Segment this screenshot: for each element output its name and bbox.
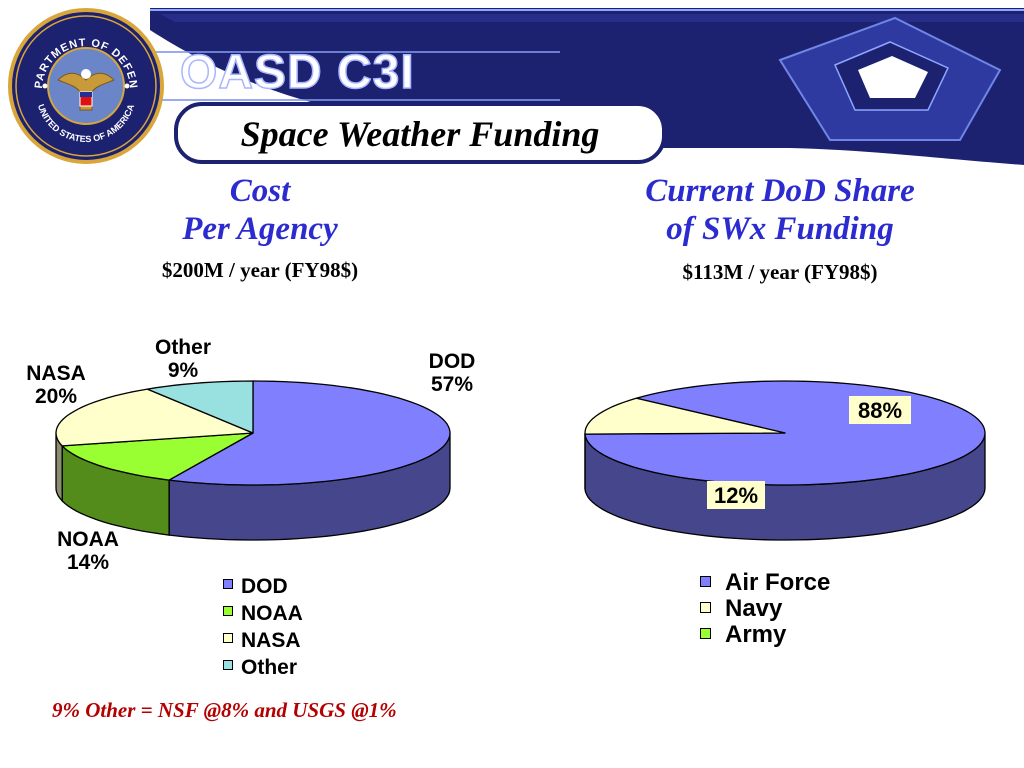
agency-legend-item-noaa: NOAA [223, 600, 303, 627]
footnote: 9% Other = NSF @8% and USGS @1% [52, 698, 397, 722]
agency-legend-label-noaa: NOAA [241, 601, 303, 625]
agency-pie-slice-noaa [61, 432, 254, 481]
agency-pie-label-name-dod: DOD [429, 350, 476, 373]
dod-share-pie-tops [584, 380, 986, 486]
dod-share-pie-slice-navy [584, 397, 786, 435]
banner-band [150, 8, 1024, 165]
right-chart-title: Current DoD Share of SWx Funding [600, 172, 960, 248]
agency-legend-label-dod: DOD [241, 574, 288, 598]
dod-share-legend-item-navy: Navy [700, 595, 830, 622]
agency-legend-swatch-other [223, 659, 233, 670]
right-legend: Air Force Navy Army [700, 569, 831, 648]
agency-legend-label-other: Other [241, 655, 298, 679]
dod-share-pie-label-pct-air-force: 88% [858, 398, 902, 423]
header-banner: OASD C3I Space Weather Funding DEPARTMEN… [0, 0, 1024, 165]
dod-share-legend-label-navy: Navy [725, 595, 783, 622]
right-chart-title-line2: of SWx Funding [666, 211, 894, 247]
dod-share-legend-label-army: Army [725, 621, 787, 648]
agency-legend-item-nasa: NASA [223, 627, 303, 654]
agency-legend-swatch-nasa [223, 632, 233, 643]
dod-share-legend-label-air-force: Air Force [725, 569, 831, 596]
agency-legend-item-dod: DOD [223, 573, 303, 600]
agency-legend-swatch-dod [223, 578, 233, 589]
agency-pie-label-name-noaa: NOAA [57, 528, 119, 551]
title-pill [174, 102, 666, 164]
left-legend: DOD NOAA NASA Other [223, 573, 303, 681]
dod-share-pie-label-box-air-force [849, 396, 911, 424]
dod-share-pie-labels: 88% 12% [707, 396, 911, 509]
dod-share-legend-item-army: Army [700, 621, 830, 648]
agency-legend-label-nasa: NASA [241, 628, 301, 652]
left-chart-title-line2: Per Agency [182, 211, 338, 247]
right-chart-title-line1: Current DoD Share [645, 173, 915, 209]
logo-text: OASD C3I [180, 46, 415, 99]
agency-pie-label-pct-dod: 57% [431, 373, 473, 396]
banner-stripe [160, 14, 1024, 22]
agency-pie-slice-other [146, 380, 254, 434]
page-title: Space Weather Funding [241, 114, 600, 154]
dod-share-legend-swatch-army [700, 627, 711, 639]
left-chart-title-line1: Cost [229, 173, 291, 209]
dod-share-pie-label-box-navy [707, 481, 765, 509]
pentagon-icon [778, 16, 1002, 141]
agency-legend-swatch-noaa [223, 605, 233, 616]
agency-pie-label-pct-noaa: 14% [67, 551, 109, 574]
dod-share-legend-swatch-air-force [700, 575, 711, 587]
left-chart-subtitle: $200M / year (FY98$) [161, 258, 359, 282]
agency-pie-label-pct-other: 9% [168, 359, 199, 382]
dod-share-legend-item-air-force: Air Force [700, 569, 831, 596]
agency-legend-item-other: Other [223, 654, 303, 681]
agency-pie-label-pct-nasa: 20% [35, 385, 77, 408]
dod-share-legend-swatch-navy [700, 601, 711, 613]
agency-pie-slice-dod [168, 380, 451, 486]
agency-pie-slice-nasa [55, 388, 254, 447]
agency-pie-tops [55, 380, 451, 486]
left-chart-title: Cost Per Agency [100, 172, 420, 248]
agency-pie-label-name-other: Other [155, 336, 211, 359]
agency-pie-label-name-nasa: NASA [26, 362, 86, 385]
dod-seal: DEPARTMENT OF DEFENSE UNITED STATES OF A… [0, 0, 164, 164]
dod-share-pie-label-pct-navy: 12% [714, 483, 758, 508]
right-chart-subtitle: $113M / year (FY98$) [682, 260, 878, 284]
